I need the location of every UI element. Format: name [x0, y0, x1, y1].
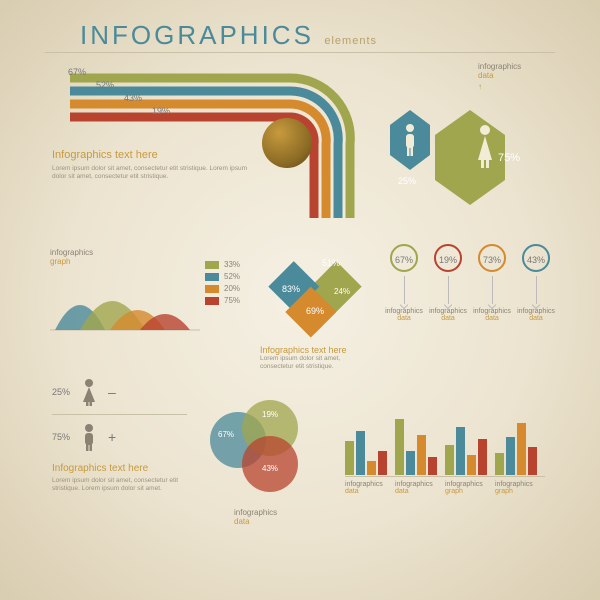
bar — [445, 445, 454, 475]
curved-caption: Infographics text here Lorem ipsum dolor… — [52, 148, 262, 182]
header-divider — [45, 52, 555, 53]
globe-icon — [262, 118, 312, 168]
bar — [395, 419, 404, 475]
curved-body: Lorem ipsum dolor sit amet, consectetur … — [52, 165, 262, 181]
bar — [345, 441, 354, 475]
bar-baseline — [345, 476, 545, 477]
bar — [528, 447, 537, 475]
hexagon-panel: infographics data ↑ 25% 75% — [370, 90, 560, 215]
bar — [417, 435, 426, 475]
gender-title: Infographics text here — [52, 463, 187, 474]
bar-label: infographicsdata — [345, 481, 383, 495]
svg-text:52%: 52% — [96, 80, 114, 90]
legend-item: 20% — [205, 284, 240, 293]
legend-item: 33% — [205, 260, 240, 269]
svg-text:51%: 51% — [322, 258, 340, 268]
pin-item: 67% infographicsdata — [384, 244, 424, 322]
bar — [506, 437, 515, 475]
gender-body: Lorem ipsum dolor sit amet, consectetur … — [52, 477, 187, 493]
header-subtitle: elements — [324, 35, 377, 47]
bar — [495, 453, 504, 475]
bar — [478, 439, 487, 475]
area-sub: graph — [50, 257, 205, 266]
bar-label: infographicsgraph — [495, 481, 533, 495]
svg-text:83%: 83% — [282, 284, 300, 294]
bar — [428, 457, 437, 475]
diamond-body: Lorem ipsum dolor sit amet, consectetur … — [260, 355, 370, 371]
venn-diagram: 67%19%43% — [210, 400, 320, 500]
legend-item: 75% — [205, 296, 240, 305]
gender-female-row: 25% – — [52, 378, 187, 406]
header-title: INFOGRAPHICS — [80, 20, 314, 50]
venn-caption: infographicsdata — [234, 508, 277, 526]
bar-chart: infographicsdata infographicsdata infograp… — [345, 398, 555, 493]
hex-female-pct: 75% — [498, 152, 520, 164]
svg-text:24%: 24% — [334, 287, 350, 296]
bar — [456, 427, 465, 475]
hex-male-pct: 25% — [398, 176, 416, 186]
bar — [367, 461, 376, 475]
diamond-panel: 51% 83% 24% 69% Infographics text here L… — [260, 248, 370, 371]
female-icon — [80, 378, 98, 406]
hex-svg — [370, 90, 560, 210]
bar — [467, 455, 476, 475]
bar — [517, 423, 526, 475]
diamond-svg: 51% 83% 24% 69% — [260, 248, 370, 338]
gender-panel: 25% – 75% + Infographics text here Lorem… — [52, 378, 187, 493]
svg-text:19%: 19% — [152, 106, 170, 116]
pin-item: 73% infographicsdata — [472, 244, 512, 322]
curved-title: Infographics text here — [52, 148, 262, 162]
pin-item: 43% infographicsdata — [516, 244, 556, 322]
bar-label: infographicsdata — [395, 481, 433, 495]
legend-item: 52% — [205, 272, 240, 281]
svg-text:69%: 69% — [306, 306, 324, 316]
pin-item: 19% infographicsdata — [428, 244, 468, 322]
area-graph: infographics graph — [50, 248, 205, 339]
hex-label-top: infographics data ↑ — [478, 62, 521, 91]
male-icon — [80, 423, 98, 451]
svg-text:67%: 67% — [68, 68, 86, 77]
area-svg — [50, 270, 200, 334]
area-title: infographics — [50, 248, 205, 257]
bar-label: infographicsgraph — [445, 481, 483, 495]
bar — [356, 431, 365, 475]
gender-male-row: 75% + — [52, 423, 187, 451]
page-header: INFOGRAPHICS elements — [80, 20, 377, 51]
bar — [406, 451, 415, 475]
bar — [378, 451, 387, 475]
diamond-title: Infographics text here — [260, 345, 370, 355]
svg-text:43%: 43% — [124, 93, 142, 103]
area-legend: 33% 52% 20% 75% — [205, 260, 240, 308]
